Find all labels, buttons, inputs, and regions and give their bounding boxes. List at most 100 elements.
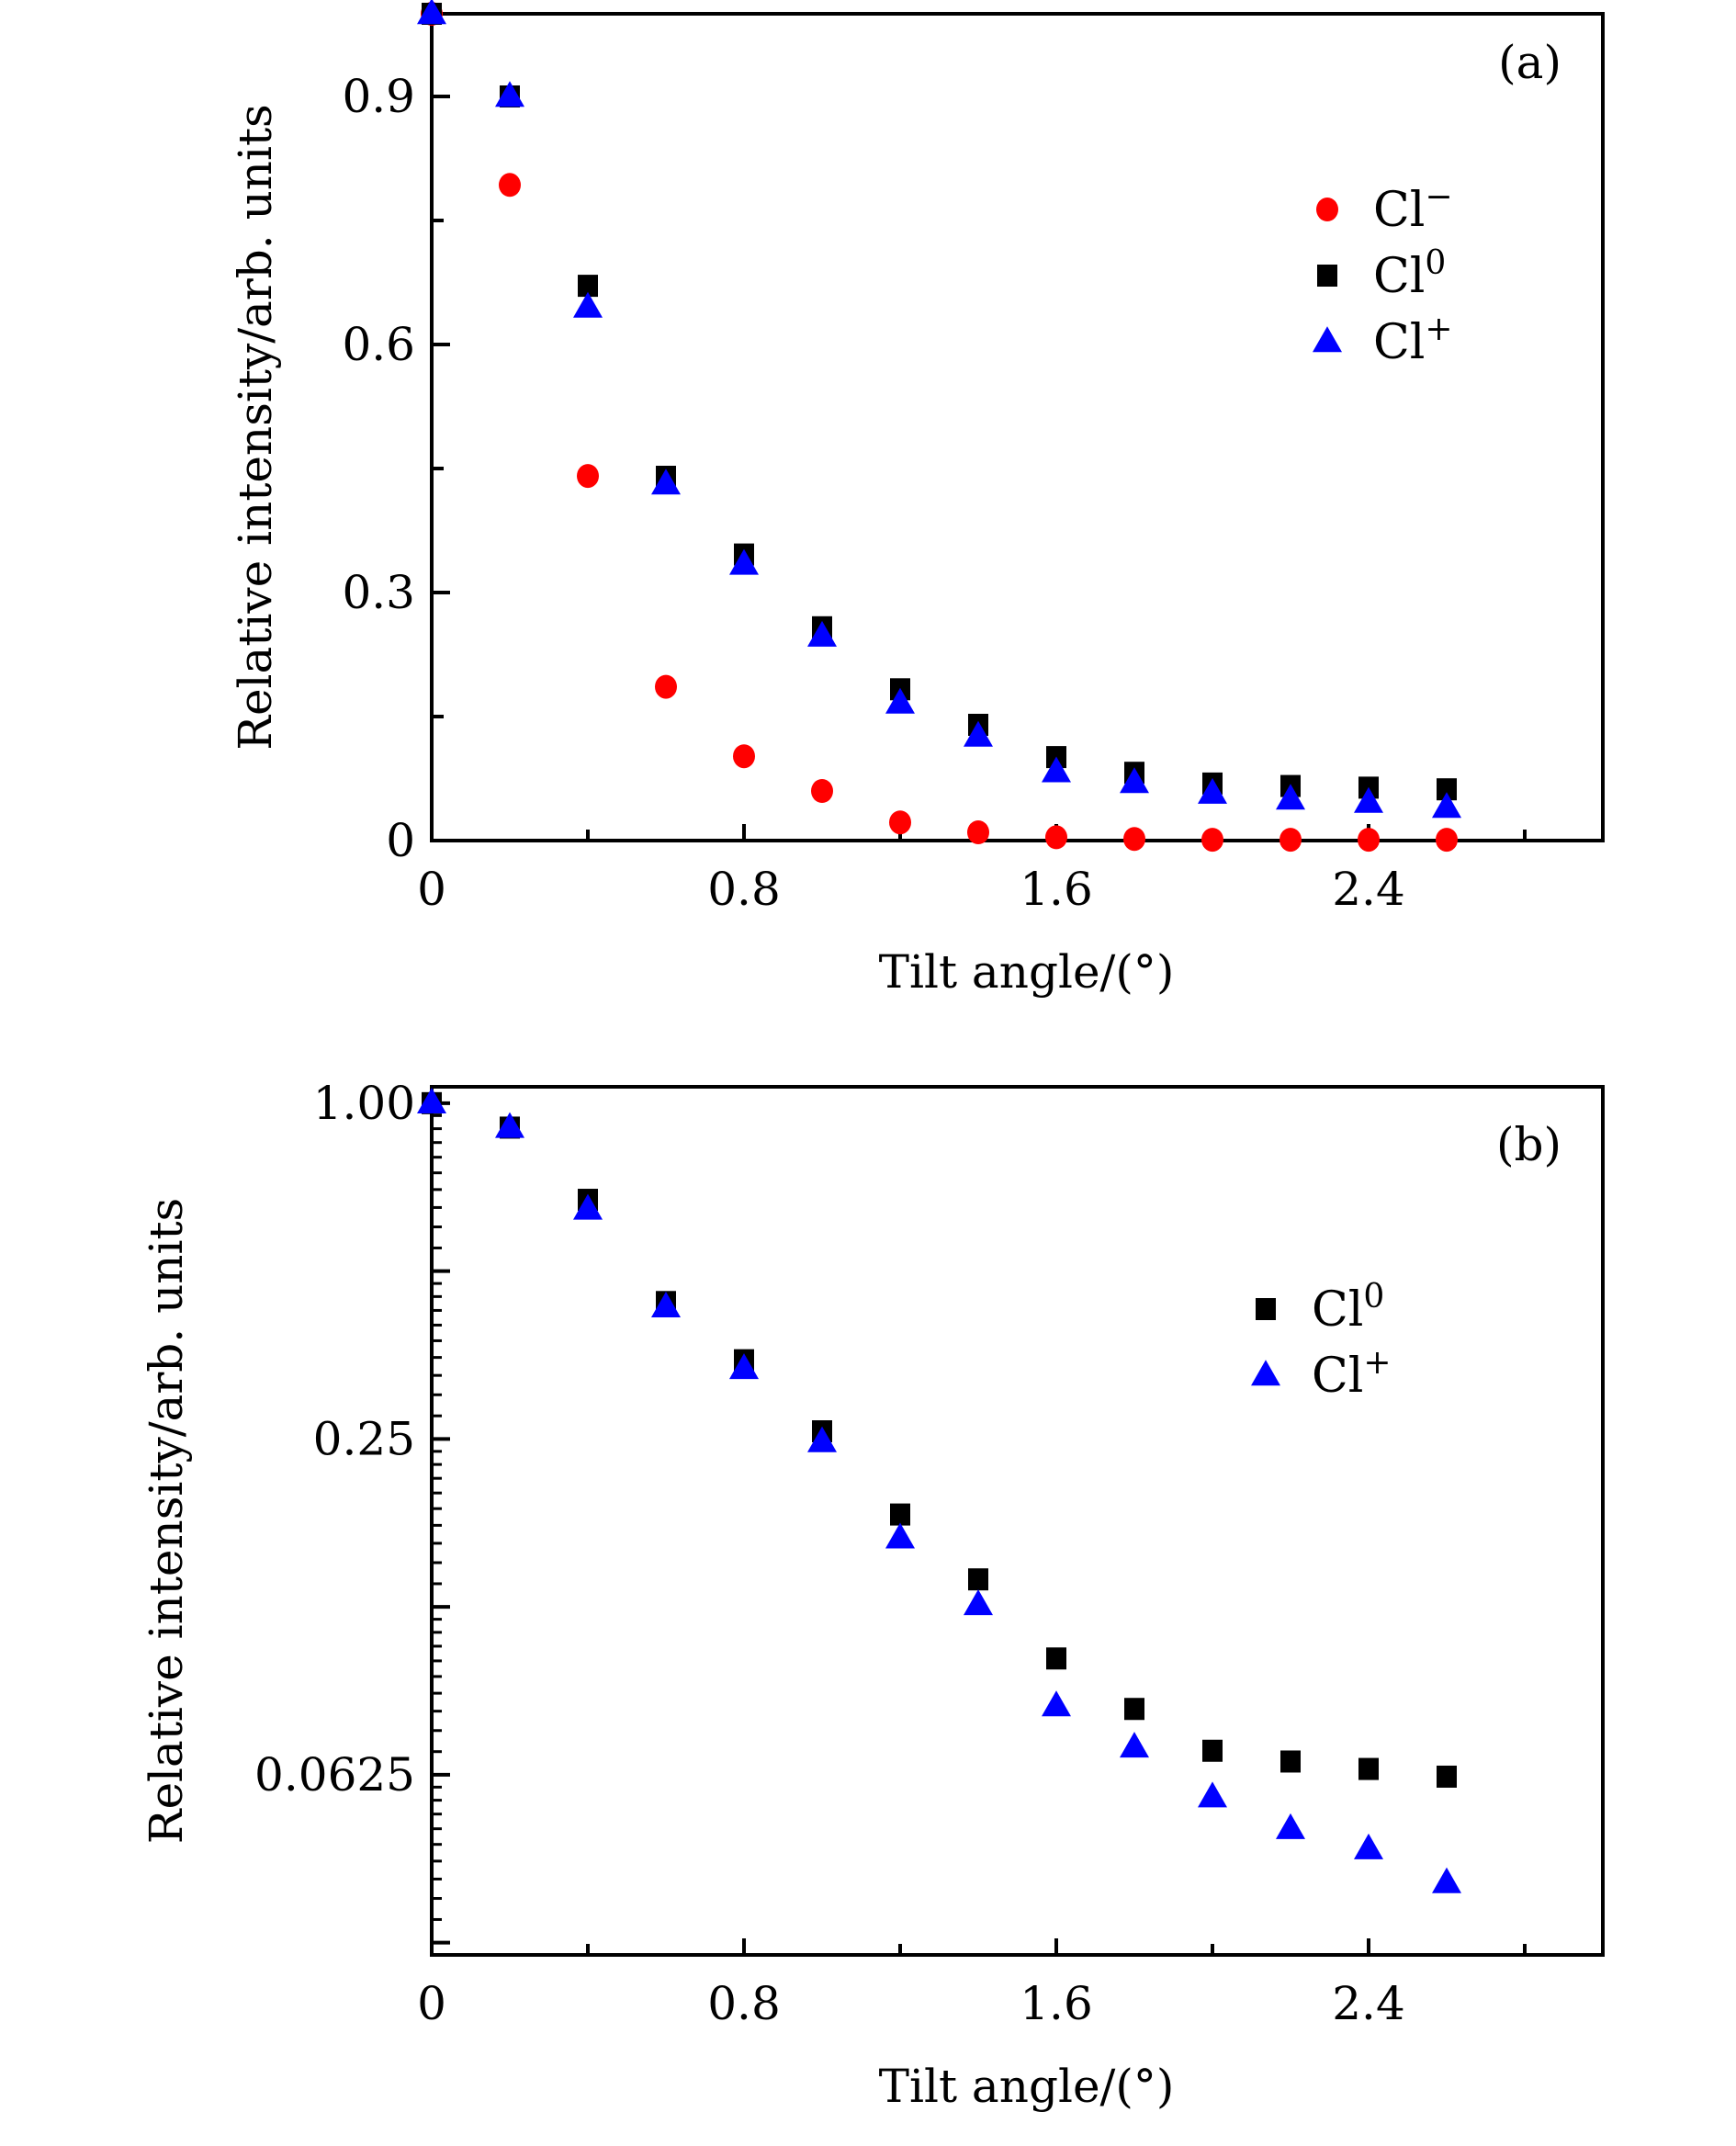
data-point — [1354, 786, 1383, 813]
data-point — [1198, 777, 1227, 804]
data-point — [578, 275, 598, 298]
x-axis-title: Tilt angle/(°) — [879, 945, 1175, 999]
plot-frame — [430, 1085, 1605, 1957]
series-triangle — [417, 0, 1461, 819]
x-tick-label: 0 — [417, 863, 446, 916]
data-point — [1279, 828, 1302, 853]
data-point — [1354, 1833, 1383, 1859]
data-point — [651, 1291, 681, 1317]
plot-frame — [430, 12, 1605, 842]
data-point — [1045, 825, 1067, 850]
legend-item: Cl+ — [1313, 311, 1453, 370]
data-point — [499, 173, 521, 198]
data-point — [1042, 756, 1071, 783]
series-triangle — [417, 1088, 1461, 1893]
data-point — [807, 1426, 837, 1452]
data-point — [577, 464, 599, 489]
legend-label: Cl− — [1373, 178, 1453, 238]
data-point — [1432, 1867, 1461, 1893]
data-point — [1046, 1647, 1066, 1670]
data-point — [573, 291, 603, 318]
x-tick-label: 0.8 — [707, 1977, 781, 2030]
y-tick-label: 1.00 — [313, 1077, 415, 1130]
data-point — [1276, 1813, 1305, 1839]
y-tick-label: 0.6 — [342, 318, 415, 371]
legend-item: Cl− — [1316, 178, 1453, 238]
y-tick-label: 0 — [386, 814, 415, 867]
data-point — [1124, 1698, 1144, 1721]
legend-label: Cl+ — [1373, 311, 1453, 370]
data-point — [417, 0, 446, 25]
y-tick-label: 0.9 — [342, 70, 415, 123]
legend-label-superscript: + — [1363, 1344, 1391, 1382]
legend-label-superscript: − — [1425, 178, 1452, 216]
legend-label-superscript: + — [1425, 311, 1452, 348]
data-point — [495, 1112, 524, 1138]
legend-label: Cl0 — [1373, 244, 1446, 304]
data-point — [968, 1568, 988, 1591]
data-point — [1437, 1765, 1457, 1788]
panel-b-chart: 0 0.8 1.6 2.4 1.00 0.25 0.0625 Tilt angle/(°) Re… — [140, 1077, 1605, 2113]
data-point — [1201, 828, 1223, 853]
x-tick-label: 2.4 — [1332, 1977, 1405, 2030]
legend-marker — [1256, 1298, 1276, 1320]
y-tick-label: 0.0625 — [254, 1748, 415, 1802]
legend-marker — [1316, 198, 1338, 221]
data-point — [890, 1503, 910, 1526]
data-point — [1432, 792, 1461, 819]
panel-label: (a) — [1498, 36, 1561, 89]
legend-marker — [1313, 326, 1342, 353]
data-point — [655, 674, 677, 699]
legend-label-superscript: 0 — [1425, 244, 1446, 282]
data-point — [964, 720, 993, 747]
series-square — [422, 3, 1457, 801]
data-point — [811, 779, 833, 803]
y-tick-label: 0.25 — [313, 1412, 415, 1465]
data-point — [1198, 1781, 1227, 1808]
data-point — [417, 1088, 446, 1114]
data-point — [1123, 827, 1145, 852]
data-point — [1202, 1739, 1223, 1762]
data-point — [1276, 784, 1305, 810]
data-point — [729, 1353, 759, 1380]
y-axis-title: Relative intensity/arb. units — [140, 1198, 193, 1844]
x-tick-label: 2.4 — [1332, 863, 1405, 916]
legend-item: Cl0 — [1256, 1278, 1384, 1338]
legend-label: Cl0 — [1312, 1278, 1384, 1338]
legend-label-superscript: 0 — [1363, 1278, 1384, 1316]
data-point — [1120, 1732, 1149, 1758]
data-point — [1436, 828, 1458, 853]
x-tick-label: 0 — [417, 1977, 446, 2030]
data-point — [495, 81, 524, 107]
data-point — [885, 1522, 915, 1549]
legend-item: Cl+ — [1251, 1344, 1392, 1404]
data-point — [964, 1589, 993, 1616]
data-point — [1437, 778, 1457, 801]
panel-a-chart: 0 0.8 1.6 2.4 0 0.3 0.6 0.9 Tilt angle/(°) Relati… — [229, 0, 1605, 999]
legend-item: Cl0 — [1317, 244, 1446, 304]
y-axis-title: Relative intensity/arb. units — [229, 104, 282, 750]
data-point — [885, 687, 915, 714]
y-tick-label: 0.3 — [342, 566, 415, 619]
data-point — [1358, 828, 1380, 853]
data-point — [1358, 1757, 1379, 1780]
panel-label: (b) — [1496, 1118, 1561, 1171]
legend-marker — [1251, 1360, 1280, 1386]
x-tick-label: 0.8 — [707, 863, 781, 916]
x-tick-label: 1.6 — [1020, 863, 1093, 916]
data-point — [1042, 1690, 1071, 1717]
x-tick-label: 1.6 — [1020, 1977, 1093, 2030]
series-square — [422, 1091, 1457, 1788]
legend: Cl−Cl0 Cl+ — [1313, 178, 1453, 370]
data-point — [733, 744, 755, 769]
data-point — [729, 548, 759, 575]
x-axis-title: Tilt angle/(°) — [879, 2060, 1175, 2113]
data-point — [967, 820, 989, 844]
series-circle — [421, 2, 1458, 853]
legend-label: Cl+ — [1312, 1344, 1392, 1404]
data-point — [573, 1193, 603, 1220]
data-point — [1120, 767, 1149, 794]
legend-marker — [1317, 265, 1337, 287]
